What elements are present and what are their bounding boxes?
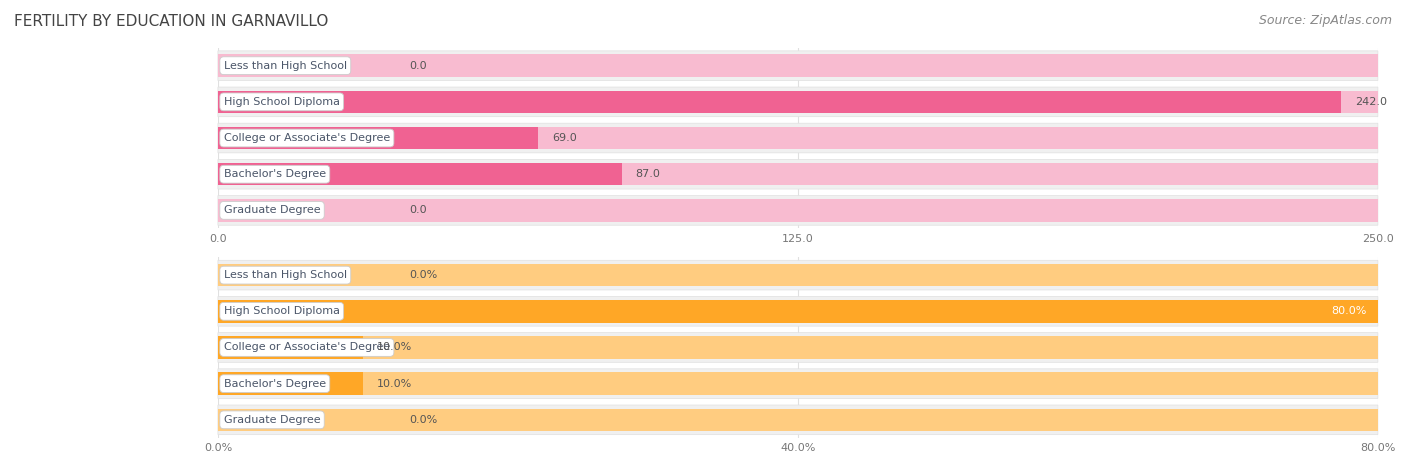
Bar [218,199,1378,222]
Text: FERTILITY BY EDUCATION IN GARNAVILLO: FERTILITY BY EDUCATION IN GARNAVILLO [14,14,329,30]
Text: 242.0: 242.0 [1354,97,1386,107]
Bar [218,54,1378,77]
Bar [218,300,1378,323]
Text: 0.0: 0.0 [409,205,427,216]
FancyBboxPatch shape [218,260,1378,290]
Text: 80.0%: 80.0% [1331,306,1367,317]
Bar [218,408,1378,431]
Bar [218,163,621,186]
Bar [218,127,538,149]
Text: 69.0: 69.0 [553,133,576,143]
Bar [218,163,1378,186]
Text: High School Diploma: High School Diploma [224,306,340,317]
FancyBboxPatch shape [218,196,1378,225]
Text: Bachelor's Degree: Bachelor's Degree [224,378,326,389]
Bar [218,336,363,359]
FancyBboxPatch shape [218,123,1378,153]
Text: 0.0%: 0.0% [409,415,437,425]
Text: Graduate Degree: Graduate Degree [224,415,321,425]
Text: College or Associate's Degree: College or Associate's Degree [224,133,389,143]
FancyBboxPatch shape [218,405,1378,435]
Bar [218,90,1378,113]
Text: Graduate Degree: Graduate Degree [224,205,321,216]
Bar [218,300,1378,323]
Text: Less than High School: Less than High School [224,270,347,280]
Bar [218,336,1378,359]
Text: High School Diploma: High School Diploma [224,97,340,107]
Text: Less than High School: Less than High School [224,60,347,71]
Text: College or Associate's Degree: College or Associate's Degree [224,342,389,353]
FancyBboxPatch shape [218,297,1378,326]
Text: 87.0: 87.0 [636,169,661,179]
Text: 0.0: 0.0 [409,60,427,71]
Bar [218,372,363,395]
FancyBboxPatch shape [218,87,1378,117]
Text: 0.0%: 0.0% [409,270,437,280]
Bar [218,372,1378,395]
Bar [218,127,1378,149]
FancyBboxPatch shape [218,333,1378,362]
Text: 10.0%: 10.0% [377,378,412,389]
Text: Source: ZipAtlas.com: Source: ZipAtlas.com [1258,14,1392,27]
FancyBboxPatch shape [218,159,1378,189]
FancyBboxPatch shape [218,51,1378,80]
Bar [218,264,1378,287]
Text: 10.0%: 10.0% [377,342,412,353]
Bar [218,90,1341,113]
FancyBboxPatch shape [218,369,1378,398]
Text: Bachelor's Degree: Bachelor's Degree [224,169,326,179]
